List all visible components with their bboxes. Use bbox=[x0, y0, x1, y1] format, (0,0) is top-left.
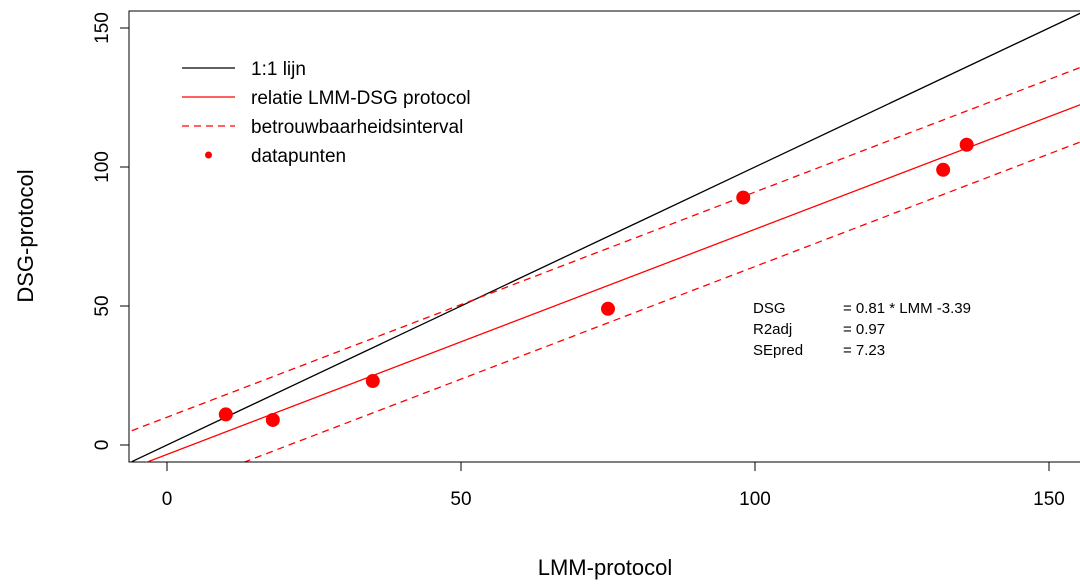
y-tick-label: 100 bbox=[92, 151, 113, 183]
legend-label-4: datapunten bbox=[251, 146, 346, 167]
interval-upper-line bbox=[131, 66, 1080, 432]
data-point-2 bbox=[265, 412, 280, 427]
regression-line bbox=[145, 104, 1080, 462]
data-point-7 bbox=[959, 137, 974, 152]
data-point-5 bbox=[736, 190, 751, 205]
x-axis: 0 50 100 150 bbox=[162, 461, 1065, 510]
data-point-1 bbox=[218, 407, 233, 422]
annotation-value-1: = 0.81 * LMM -3.39 bbox=[843, 300, 971, 317]
legend-marker-datapunten bbox=[205, 151, 212, 159]
annotation-value-2: = 0.97 bbox=[843, 321, 885, 338]
annotation-label-1: DSG bbox=[753, 300, 786, 317]
regression-annotation: DSG = 0.81 * LMM -3.39 R2adj = 0.97 SEpred = … bbox=[753, 300, 971, 359]
data-point-4 bbox=[601, 301, 615, 316]
x-tick-label: 150 bbox=[1033, 489, 1065, 510]
interval-lower-line bbox=[242, 141, 1080, 462]
x-tick-label: 0 bbox=[162, 489, 173, 510]
x-tick-label: 50 bbox=[450, 489, 471, 510]
y-axis-title: DSG-protocol bbox=[13, 169, 38, 302]
y-tick-label: 0 bbox=[92, 440, 113, 451]
identity-line bbox=[131, 12, 1080, 462]
lines-layer bbox=[131, 12, 1080, 462]
legend-label-3: betrouwbaarheidsinterval bbox=[251, 117, 463, 138]
points-layer bbox=[218, 137, 974, 427]
legend-label-1: 1:1 lijn bbox=[251, 59, 306, 80]
annotation-label-2: R2adj bbox=[753, 321, 792, 338]
x-tick-label: 100 bbox=[739, 489, 771, 510]
annotation-value-3: = 7.23 bbox=[843, 342, 885, 359]
y-axis: 0 50 100 150 bbox=[92, 12, 130, 451]
y-tick-label: 150 bbox=[92, 12, 113, 44]
annotation-label-3: SEpred bbox=[753, 342, 803, 359]
legend-label-2: relatie LMM-DSG protocol bbox=[251, 88, 471, 109]
data-point-3 bbox=[365, 374, 380, 389]
data-point-6 bbox=[936, 162, 951, 177]
legend: 1:1 lijn relatie LMM-DSG protocol betrouwb… bbox=[182, 59, 471, 167]
y-tick-label: 50 bbox=[92, 295, 113, 316]
x-axis-title: LMM-protocol bbox=[538, 555, 672, 580]
